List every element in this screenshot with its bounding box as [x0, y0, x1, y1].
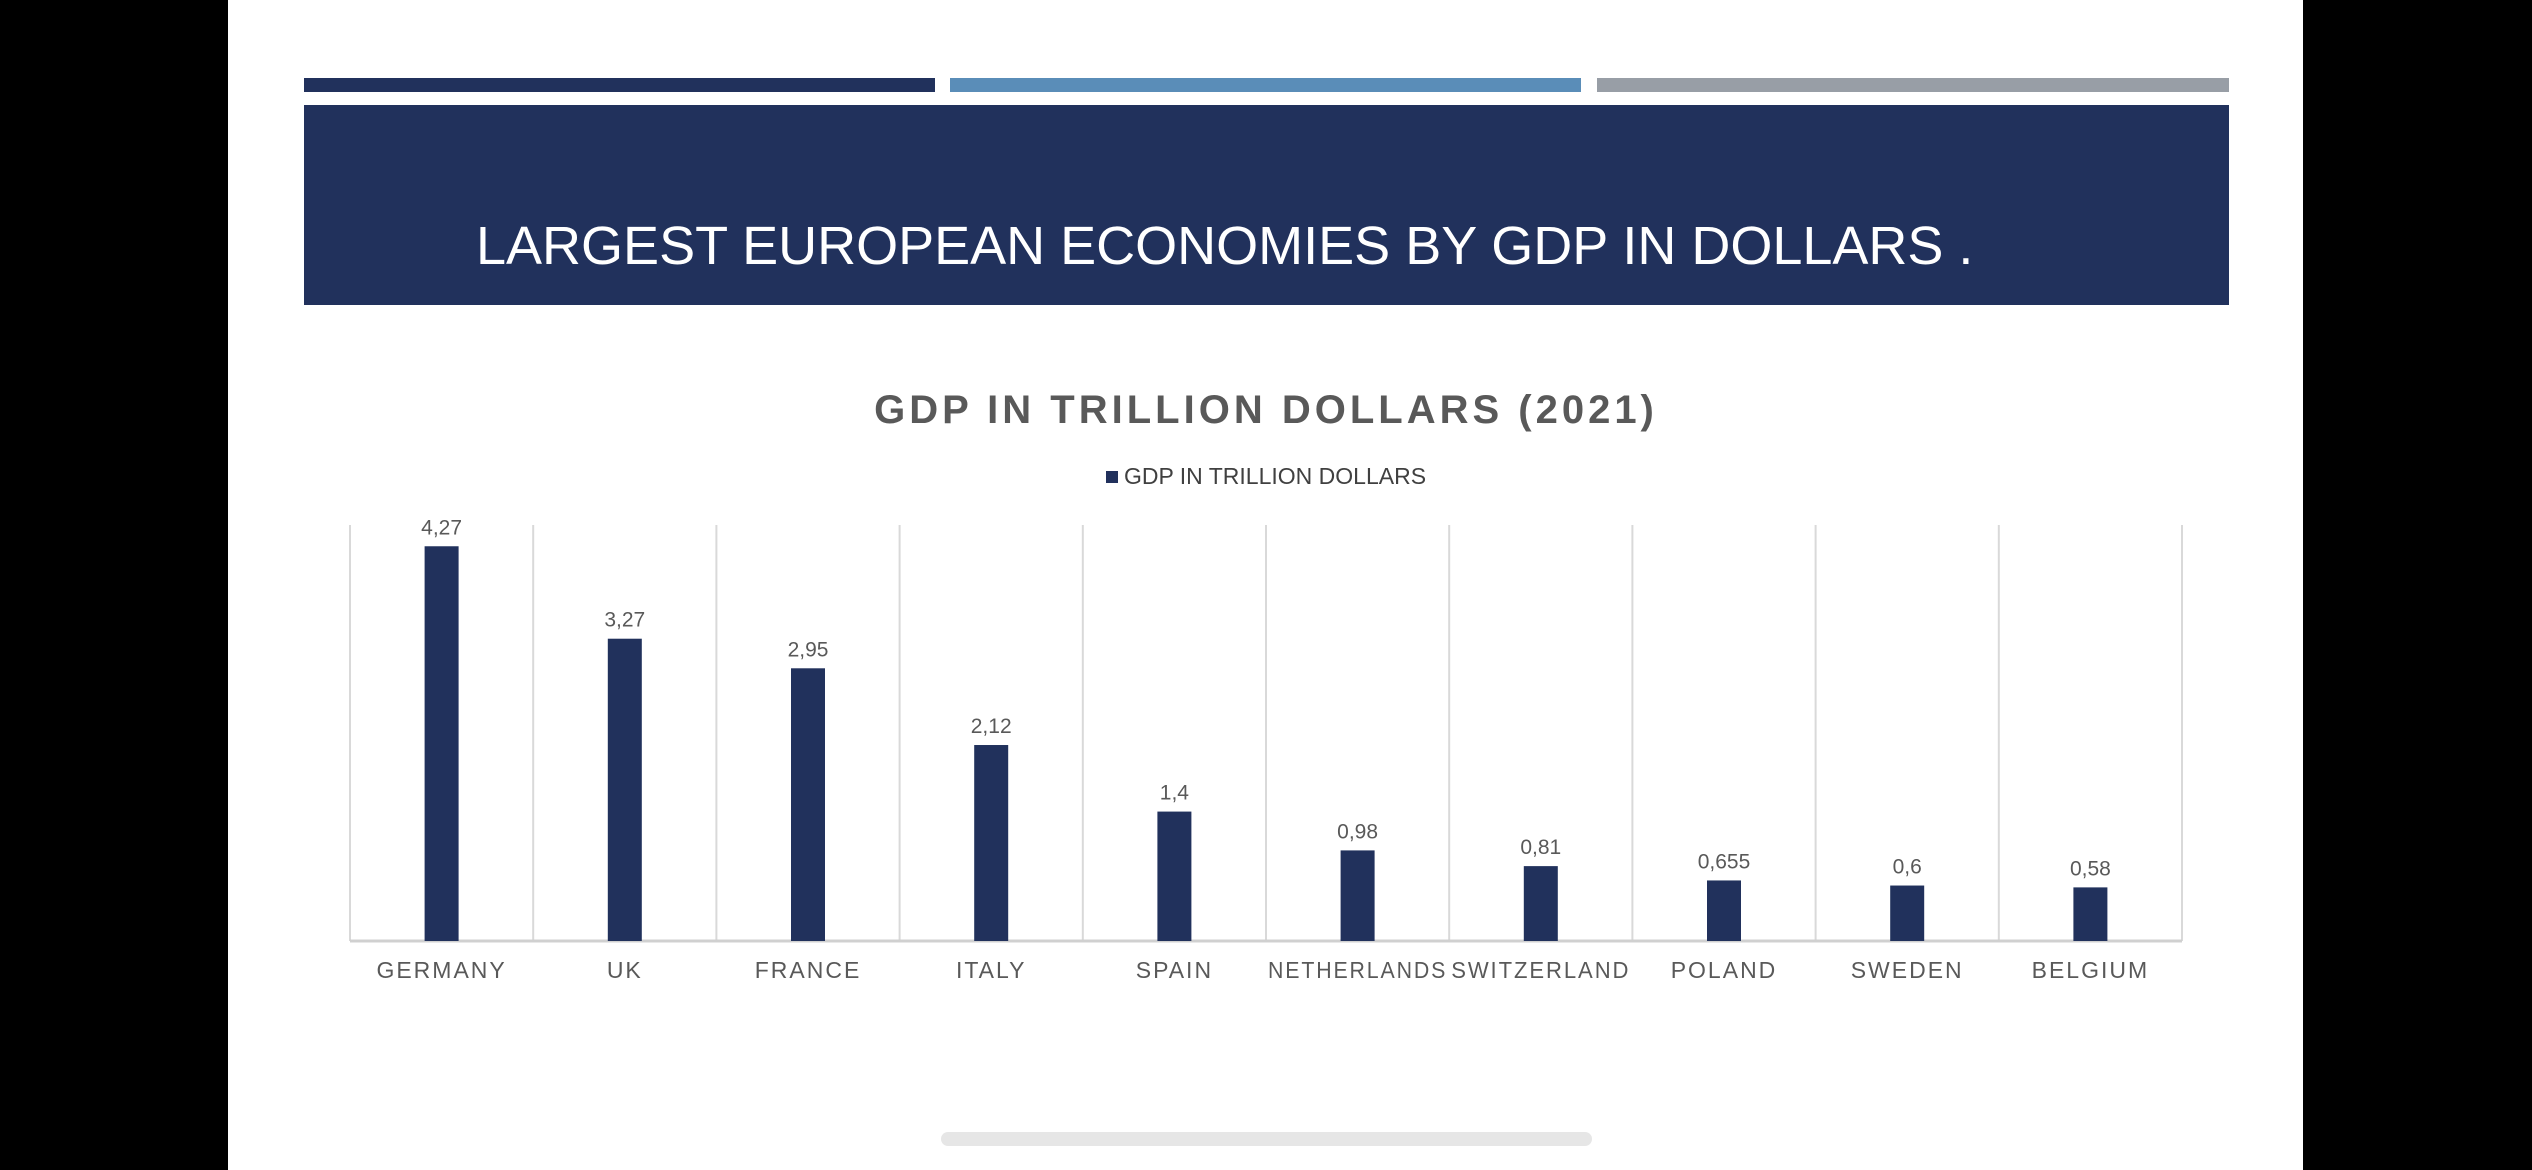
bar-italy [974, 745, 1009, 941]
data-label: 0,6 [1893, 856, 1922, 879]
accent-bar-blue [950, 78, 1581, 92]
title-band: LARGEST EUROPEAN ECONOMIES BY GDP IN DOL… [304, 105, 2229, 305]
bar-netherlands [1340, 850, 1375, 941]
chart-legend: GDP IN TRILLION DOLLARS [0, 463, 2532, 490]
accent-bar-gray [1597, 78, 2229, 92]
data-label: 0,81 [1520, 836, 1561, 859]
legend-swatch [1105, 471, 1118, 483]
x-tick-label: SWEDEN [1851, 957, 1964, 983]
x-tick-label: POLAND [1671, 957, 1778, 983]
legend-label: GDP IN TRILLION DOLLARS [1123, 463, 1427, 489]
x-tick-label: ITALY [956, 957, 1027, 983]
x-tick-label: UK [607, 957, 643, 983]
x-tick-label: GERMANY [376, 957, 506, 983]
bar-spain [1157, 811, 1192, 941]
bar-france [791, 668, 825, 941]
x-tick-label: FRANCE [755, 957, 862, 983]
accent-bar-dark [304, 78, 935, 92]
data-label: 0,655 [1698, 850, 1751, 873]
data-label: 3,27 [604, 609, 645, 632]
x-tick-label: NETHERLANDS [1268, 957, 1447, 983]
bar-germany [424, 546, 459, 941]
data-label: 0,58 [2070, 857, 2111, 880]
data-label: 4,27 [421, 516, 462, 539]
data-label: 2,12 [971, 715, 1012, 738]
bar-switzerland [1523, 866, 1558, 941]
bar-belgium [2073, 887, 2108, 941]
bar-poland [1707, 880, 1741, 941]
x-tick-label: SPAIN [1136, 957, 1213, 983]
x-tick-label: BELGIUM [2032, 957, 2150, 983]
bar-sweden [1890, 885, 1925, 941]
data-label: 0,98 [1337, 820, 1378, 843]
data-label: 1,4 [1160, 782, 1190, 805]
data-label: 2,95 [788, 638, 829, 661]
chart-title: GDP IN TRILLION DOLLARS (2021) [874, 388, 1658, 432]
scrollbar[interactable] [941, 1132, 1592, 1146]
bar-uk [607, 638, 642, 941]
slide-title: LARGEST EUROPEAN ECONOMIES BY GDP IN DOL… [476, 216, 1974, 276]
x-tick-label: SWITZERLAND [1451, 957, 1630, 983]
